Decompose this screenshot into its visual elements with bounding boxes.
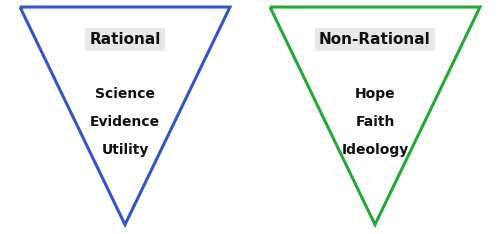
Text: Faith: Faith [356, 115, 395, 129]
Text: Hope: Hope [354, 87, 396, 101]
Text: Non-Rational: Non-Rational [319, 32, 431, 47]
Text: Evidence: Evidence [90, 115, 160, 129]
Text: Rational: Rational [90, 32, 160, 47]
Text: Science: Science [95, 87, 155, 101]
Text: Ideology: Ideology [342, 143, 408, 157]
Text: Utility: Utility [102, 143, 148, 157]
